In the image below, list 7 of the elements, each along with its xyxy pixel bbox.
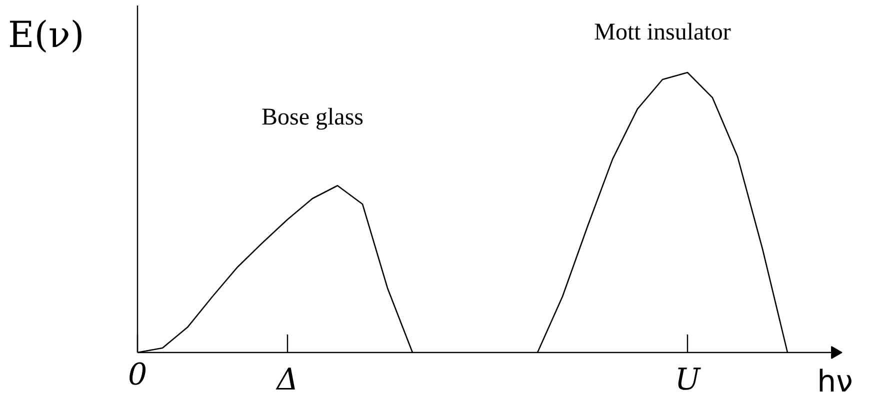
- series-label: Mott insulator: [594, 20, 731, 46]
- x-axis-title: hν: [817, 364, 853, 400]
- x-tick-label: 0: [128, 358, 148, 392]
- text: Bose glass: [262, 104, 364, 131]
- x-tick-label: Δ: [276, 362, 298, 398]
- x-tick-label: U: [674, 362, 702, 398]
- y-axis-title: E(ν): [8, 15, 84, 56]
